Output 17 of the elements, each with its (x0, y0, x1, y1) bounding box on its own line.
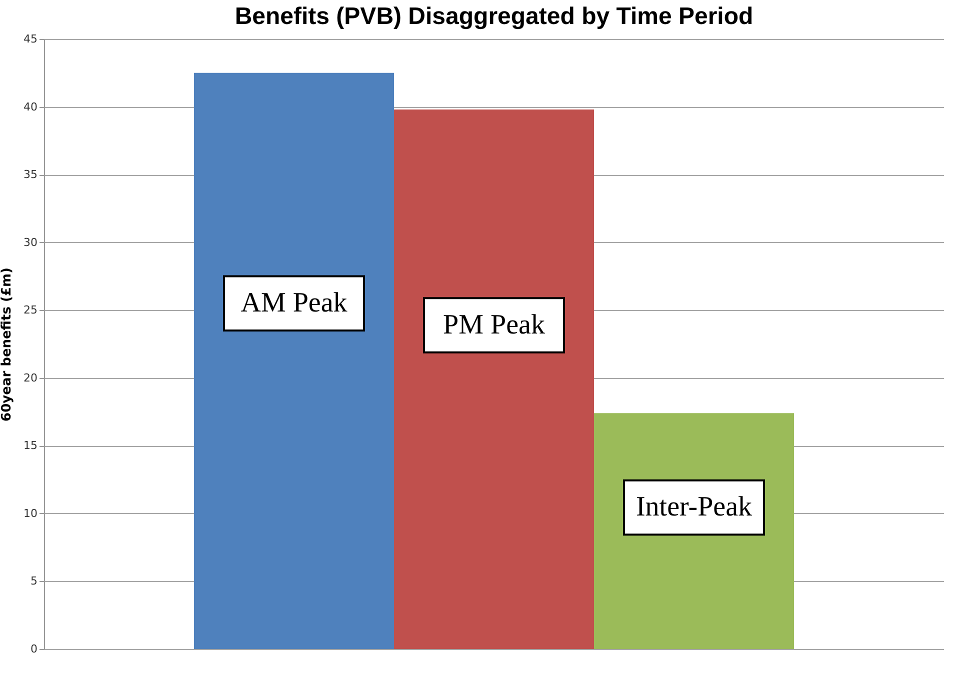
y-tick-label: 30 (24, 236, 38, 249)
x-tick-label: Inter-Peak (636, 491, 752, 522)
bar (394, 109, 594, 649)
y-tick-label: 0 (30, 642, 38, 656)
y-axis-title: 60year benefits (£m) (0, 268, 15, 422)
y-tick-label: 10 (24, 506, 38, 520)
y-tick-label: 45 (24, 32, 38, 46)
y-tick-label: 25 (24, 304, 38, 317)
y-tick-label: 40 (24, 100, 38, 114)
x-tick-label: PM Peak (443, 309, 545, 340)
bar (194, 72, 394, 649)
y-tick-label: 35 (24, 168, 38, 182)
y-tick-label: 20 (24, 371, 38, 384)
x-tick-label: AM Peak (240, 287, 348, 318)
y-tick-label: 15 (24, 439, 38, 452)
chart-title: Benefits (PVB) Disaggregated by Time Period (234, 3, 754, 30)
y-tick-label: 5 (30, 574, 38, 588)
